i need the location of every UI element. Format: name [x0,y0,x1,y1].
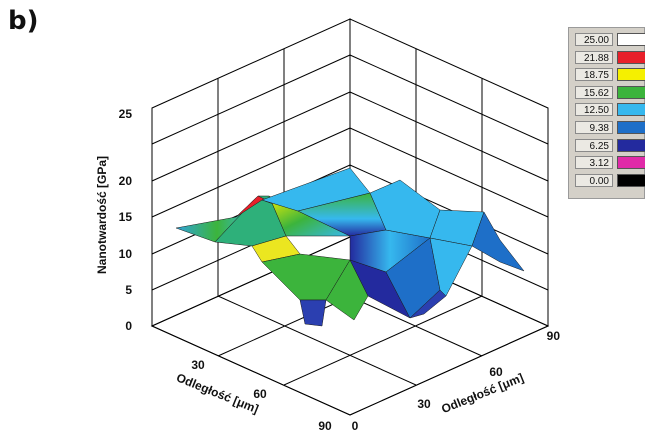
x-tick-label: 30 [191,358,205,372]
y-tick-labels: 0 30 60 90 [352,329,560,433]
x-tick-labels: 30 60 90 [191,358,332,433]
legend-value: 25.00 [575,33,613,46]
legend-value: 15.62 [575,85,613,99]
z-tick-label: 0 [125,319,132,333]
y-tick-label: 60 [489,365,503,379]
legend-value: 0.00 [575,173,613,187]
legend-swatch [617,50,645,64]
x-tick-label: 60 [253,387,267,401]
y-tick-label: 0 [352,419,359,433]
z-tick-label: 25 [119,107,133,121]
x-axis-title: Odległość [μm] [174,370,260,416]
z-tick-label: 5 [125,283,132,297]
legend-value: 6.25 [575,138,613,152]
legend-swatch [617,138,645,152]
legend-swatch [617,85,645,99]
y-tick-label: 90 [547,329,560,343]
z-tick-label: 15 [119,210,133,224]
legend-swatch [617,121,645,134]
surface-patch [409,289,447,319]
legend-swatch [617,156,645,170]
z-tick-label: 20 [119,174,133,188]
legend-value: 3.12 [575,156,613,170]
legend-value: 21.88 [575,50,613,64]
x-tick-label: 90 [318,419,332,433]
z-tick-label: 10 [119,247,133,261]
surface-patch [471,211,525,272]
nanohardness-surface [175,167,525,327]
y-axis-title: Odległość [μm] [439,370,525,416]
y-tick-label: 30 [417,397,431,411]
z-axis-title: Nanotwardość [GPa] [95,156,109,274]
legend-swatch [617,173,645,187]
legend-swatch [617,33,645,46]
z-tick-labels: 0 5 10 15 20 25 [119,107,133,333]
legend-value: 9.38 [575,121,613,134]
legend-swatch [617,103,645,117]
legend-value: 18.75 [575,68,613,82]
panel-label: b) [8,6,39,36]
color-legend: 25.00 21.88 18.75 15.62 12.50 9.38 6.25 3.12 0.0… [568,27,645,199]
front-axes [151,108,549,416]
legend-swatch [617,68,645,82]
surface-chart: 0 5 10 15 20 25 30 60 90 0 30 60 90 Nano… [95,18,560,433]
legend-value: 12.50 [575,103,613,117]
surface-patch [299,299,327,327]
